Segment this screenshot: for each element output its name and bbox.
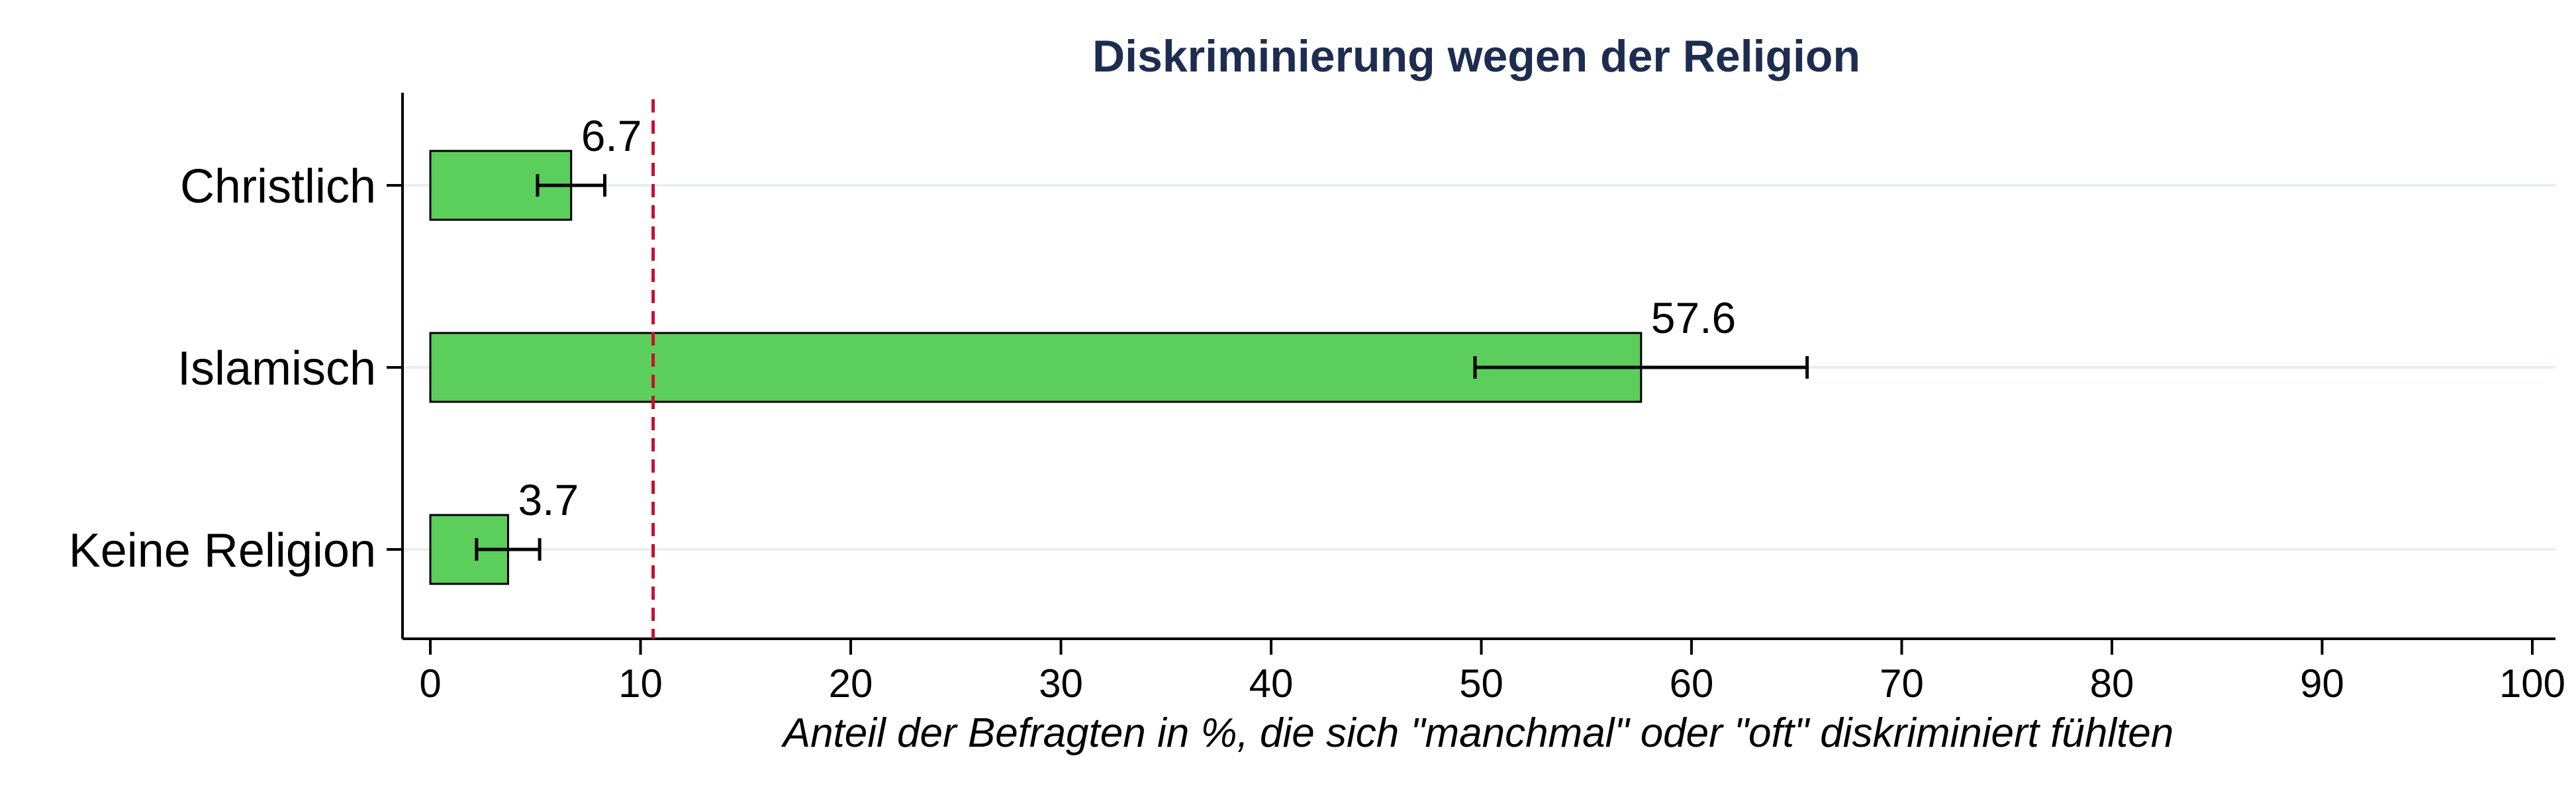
data-label: 3.7: [518, 475, 579, 524]
category-label: Keine Religion: [69, 524, 376, 577]
data-label: 57.6: [1651, 293, 1736, 342]
x-tick-label: 40: [1249, 661, 1294, 706]
bar: [429, 332, 1643, 403]
x-tick-label: 90: [2300, 661, 2344, 706]
error-bar: [475, 538, 542, 561]
x-tick-label: 70: [1880, 661, 1924, 706]
data-label: 6.7: [581, 111, 642, 160]
category-label: Islamisch: [177, 342, 376, 395]
x-tick-label: 80: [2090, 661, 2134, 706]
bars: [429, 150, 1809, 585]
bar: [429, 514, 509, 585]
x-tick-label: 10: [618, 661, 663, 706]
x-tick-label: 30: [1039, 661, 1083, 706]
labels: 0 10 20 30 40 50 60 70 80 90 100 Christlich 6.7 Islam…: [69, 111, 2565, 706]
x-tick-label: 50: [1459, 661, 1503, 706]
x-tick-label: 60: [1670, 661, 1714, 706]
axes: [387, 93, 2555, 655]
error-bar: [1473, 356, 1809, 379]
x-tick-label: 0: [419, 661, 441, 706]
x-axis-title: Anteil der Befragten in %, die sich "man…: [781, 710, 2174, 756]
chart-title: Diskriminierung wegen der Religion: [1092, 31, 1860, 81]
x-tick-label: 100: [2499, 661, 2565, 706]
x-tick-label: 20: [829, 661, 873, 706]
category-label: Christlich: [180, 160, 376, 213]
error-bar: [536, 174, 607, 197]
